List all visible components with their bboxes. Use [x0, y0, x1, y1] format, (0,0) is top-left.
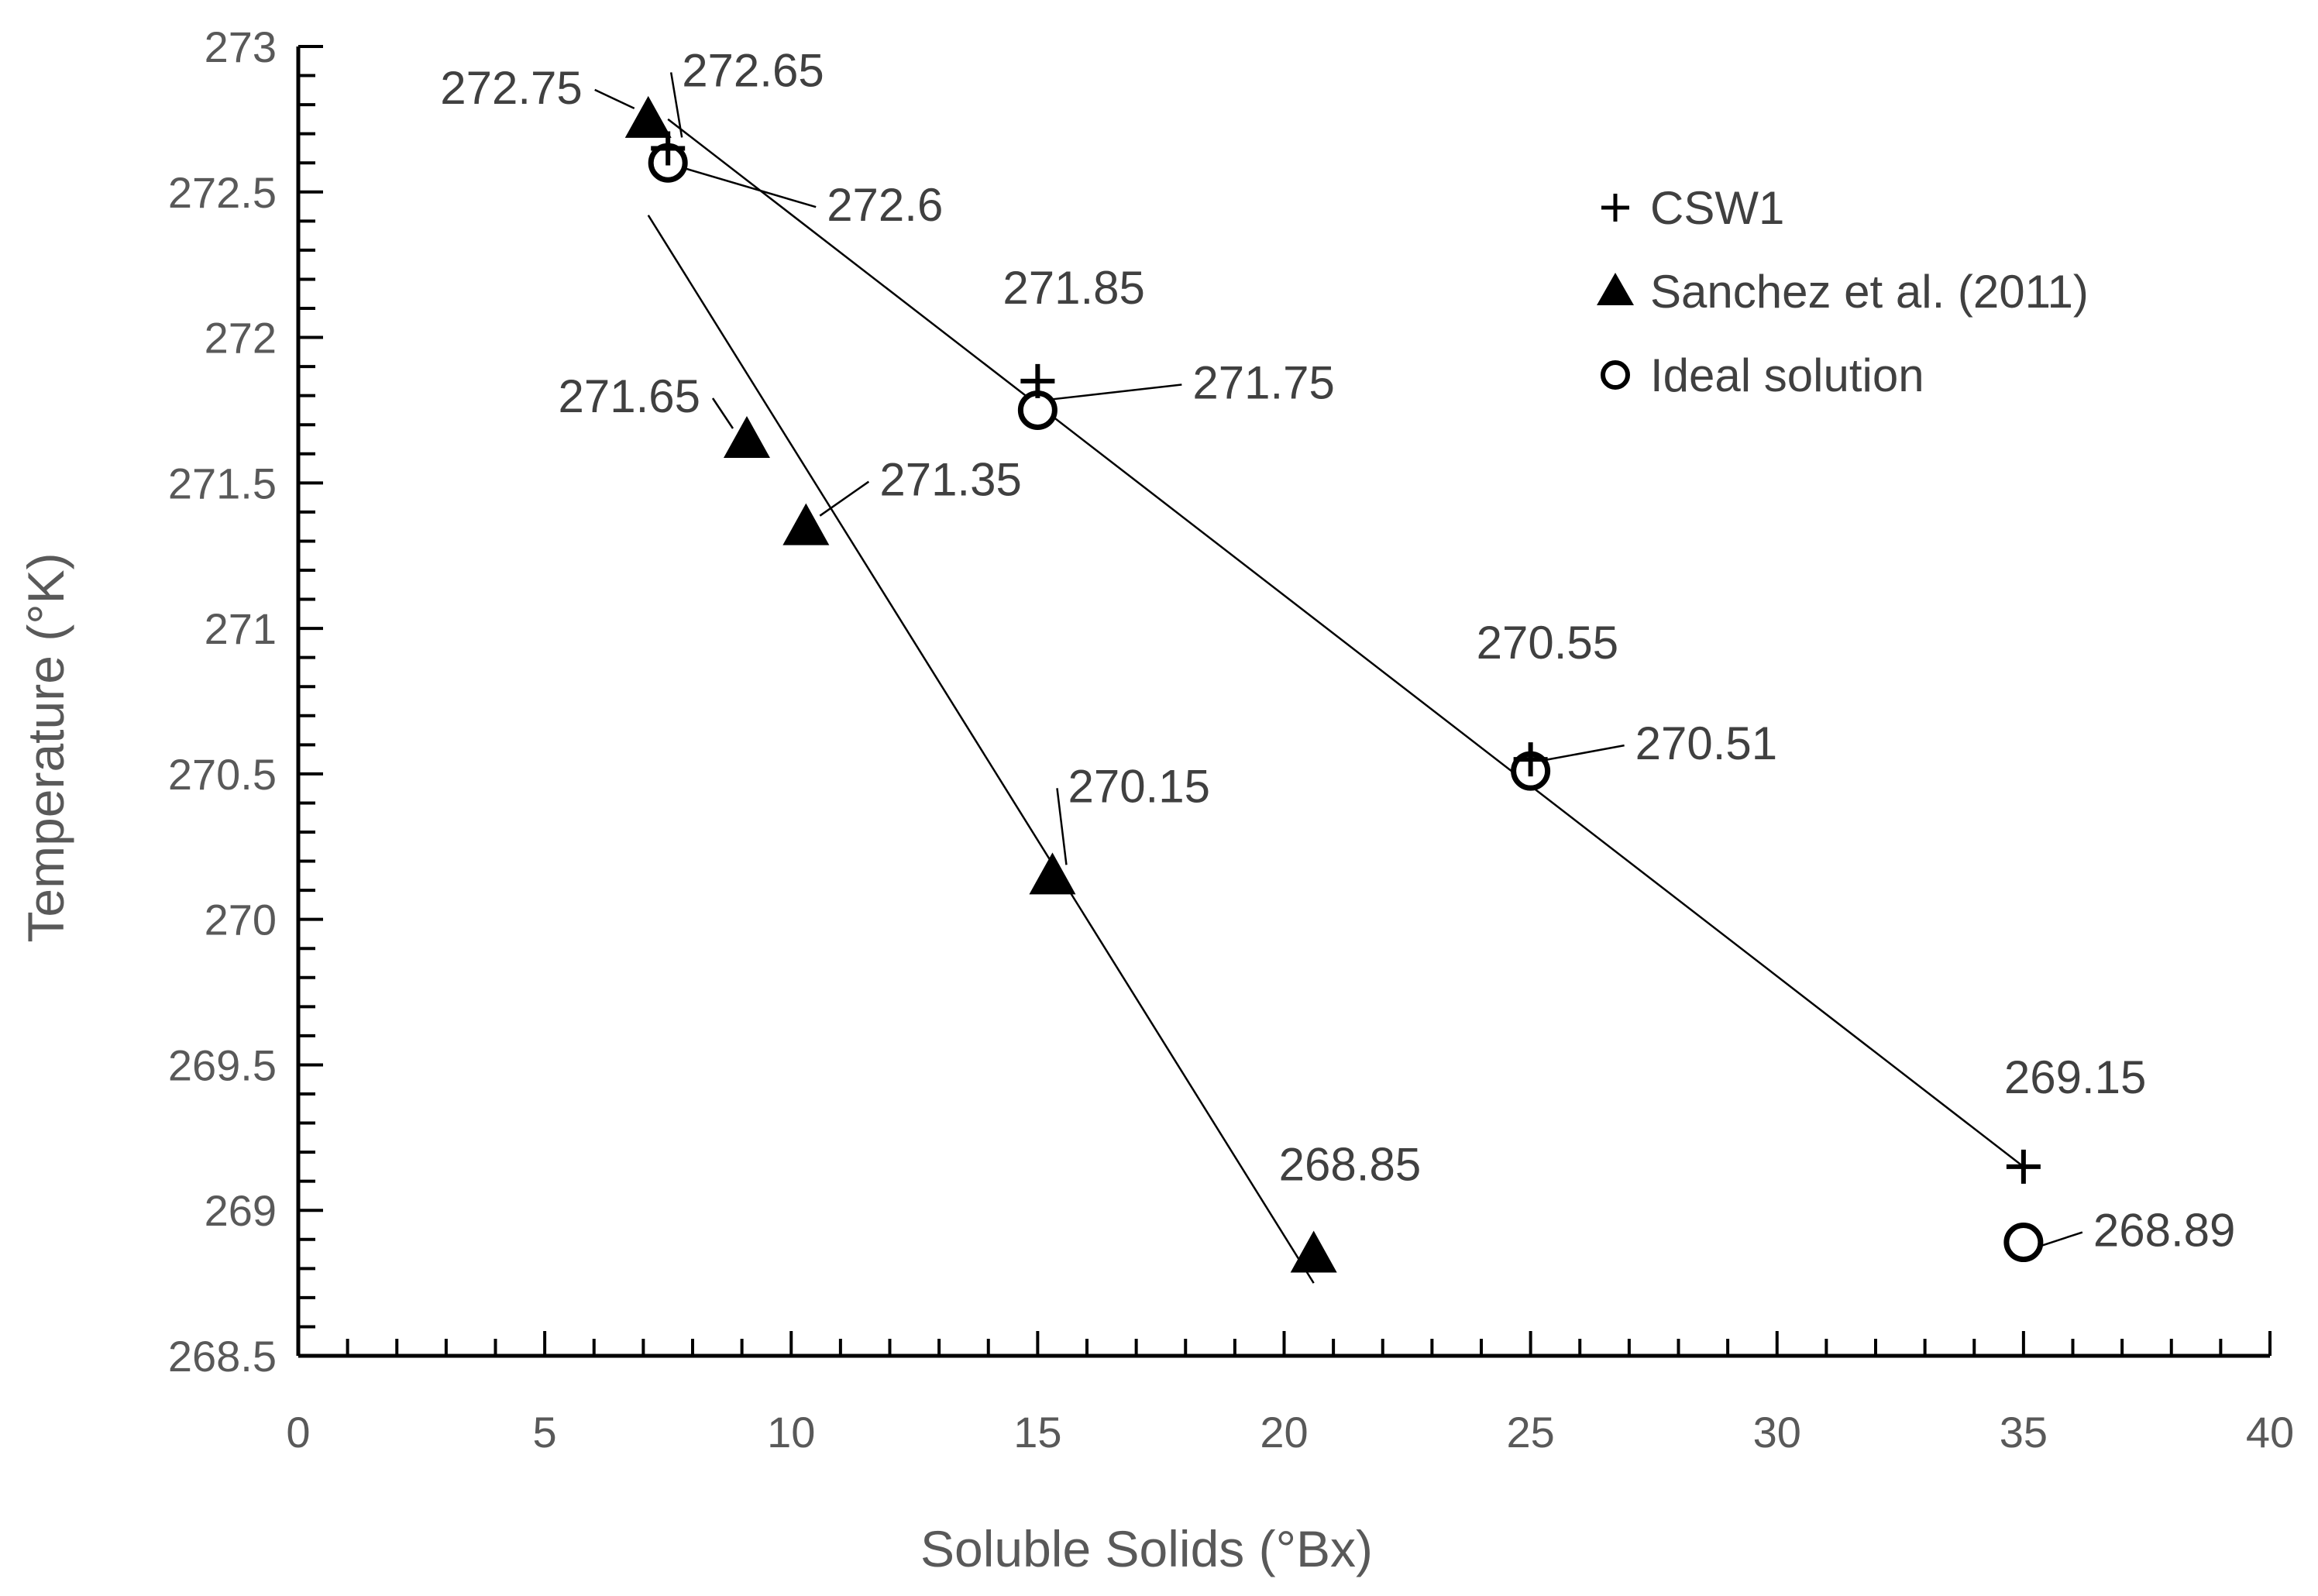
triangle-marker [1029, 852, 1076, 895]
label-leader-line [711, 397, 734, 429]
y-tick-label: 272.5 [168, 168, 277, 217]
legend: CSW1 Sanchez et al. (2011) Ideal solution [1597, 182, 2089, 401]
y-tick-label: 268.5 [168, 1332, 277, 1381]
label-leader-line [1056, 788, 1068, 865]
data-label: 268.85 [1279, 1139, 1422, 1191]
trendline [667, 118, 2024, 1168]
triangle-marker [624, 95, 672, 138]
x-tick-label: 25 [1506, 1408, 1554, 1457]
data-labels: 272.75 271.65 271.35 270.15 268.85 272.6 271.7… [440, 44, 2235, 1256]
triangle-marker [1290, 1230, 1337, 1273]
data-label: 270.15 [1068, 760, 1210, 812]
data-label: 271.75 [1192, 356, 1335, 408]
trendline [647, 215, 1315, 1284]
label-leader-line [669, 72, 683, 138]
legend-triangle-icon [1597, 273, 1634, 305]
x-tick-label: 35 [2000, 1408, 2048, 1457]
data-label: 271.35 [879, 454, 1022, 506]
x-tick-label: 20 [1260, 1408, 1308, 1457]
legend-plus-icon [1601, 194, 1629, 222]
data-label: 272.6 [827, 179, 943, 231]
y-tick-label: 269 [205, 1186, 277, 1235]
circle-marker [1017, 390, 1058, 430]
plus-marker [2006, 1149, 2041, 1184]
y-tick-label: 271 [205, 604, 277, 653]
label-leader-line [594, 88, 635, 110]
label-leader-line [819, 480, 870, 517]
label-leader-line [1544, 744, 1625, 762]
legend-circle-icon [1601, 360, 1630, 390]
legend-label: CSW1 [1650, 182, 1784, 234]
plus-marker [1020, 363, 1055, 398]
y-tick-label: 269.5 [168, 1040, 277, 1089]
x-tick-label: 15 [1013, 1408, 1061, 1457]
x-tick-label: 30 [1753, 1408, 1801, 1457]
circle-marker [2003, 1223, 2044, 1263]
legend-label: Ideal solution [1650, 349, 1924, 401]
y-tick-label: 271.5 [168, 459, 277, 507]
data-label: 271.65 [558, 370, 700, 422]
plus-marker [1513, 742, 1548, 777]
triangle-marker [723, 416, 770, 458]
data-label: 269.15 [2004, 1051, 2147, 1103]
data-marks [624, 95, 2044, 1273]
legend-label: Sanchez et al. (2011) [1650, 266, 2089, 318]
data-label: 272.75 [440, 62, 583, 114]
y-tick-label: 270.5 [168, 750, 277, 799]
data-label: 272.65 [682, 44, 824, 96]
x-tick-label: 5 [533, 1408, 557, 1457]
label-leader-line [1051, 384, 1182, 401]
x-tick-label: 0 [286, 1408, 310, 1457]
data-label: 270.55 [1477, 617, 1619, 669]
data-label: 270.51 [1635, 717, 1778, 769]
triangle-marker [782, 503, 830, 545]
label-leader-line [2037, 1231, 2083, 1248]
data-label: 268.89 [2093, 1205, 2236, 1257]
x-axis-title: Soluble Solids (°Bx) [920, 1520, 1373, 1577]
plus-marker [651, 131, 686, 166]
y-tick-label: 272 [205, 314, 277, 363]
label-leader-lines [594, 72, 2083, 1248]
x-tick-label: 40 [2246, 1408, 2294, 1457]
x-tick-label: 10 [767, 1408, 815, 1457]
y-tick-label: 273 [205, 22, 277, 71]
y-axis-title: Temperature (°K) [17, 552, 74, 942]
data-label: 271.85 [1003, 262, 1145, 314]
axes: 0 5 10 15 20 25 30 35 40 268.5 269 269.5 270 270.5 271… [168, 22, 2294, 1457]
y-tick-label: 270 [205, 896, 277, 944]
label-leader-line [681, 167, 817, 208]
trendlines [647, 118, 2024, 1284]
